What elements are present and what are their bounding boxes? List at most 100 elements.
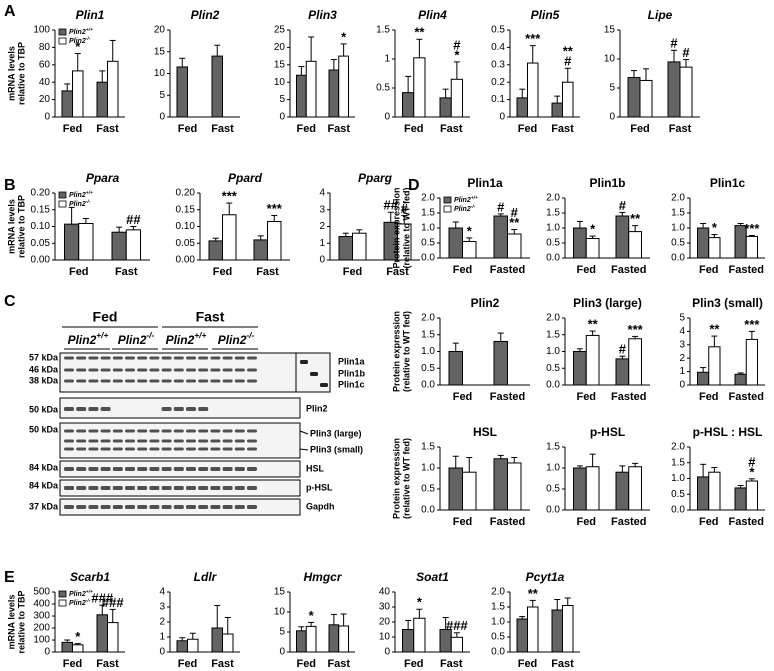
x-tick-label: Fed — [404, 658, 424, 670]
blot-band — [137, 368, 148, 372]
bar — [745, 235, 758, 259]
error-bar — [179, 637, 186, 641]
blot-band — [112, 447, 123, 451]
blot-band — [88, 447, 99, 451]
y-tick-label: 1.5 — [546, 208, 560, 219]
x-tick-label: Fed — [404, 123, 424, 135]
error-bar — [700, 367, 707, 373]
panel-label: C — [4, 293, 16, 310]
error-bar — [452, 221, 459, 228]
bar — [305, 625, 317, 653]
bar — [328, 624, 340, 653]
bar — [562, 81, 574, 118]
blot-band — [112, 356, 123, 360]
y-tick-label: 2.0 — [671, 442, 685, 453]
blot-band — [88, 486, 99, 490]
size-label: 84 kDa — [29, 480, 59, 490]
blot-band — [112, 486, 123, 490]
blot-band — [100, 407, 111, 411]
band-label: Plin1b — [338, 368, 366, 378]
y-tick-label: 0.5 — [491, 632, 505, 643]
error-bar — [99, 70, 106, 83]
name-base: Plin2 — [166, 333, 195, 347]
bar — [78, 222, 94, 261]
bar — [296, 630, 307, 653]
blot-band — [137, 447, 148, 451]
blot-band — [137, 429, 148, 433]
x-tick-label: Fasted — [490, 264, 525, 276]
error-bar — [401, 215, 408, 224]
blot-band — [64, 407, 74, 411]
blot-band — [222, 356, 233, 360]
blot-band — [198, 486, 209, 490]
bar — [667, 61, 681, 118]
y-tick-label: 2 — [679, 353, 685, 364]
x-tick-label: Fasted — [611, 264, 646, 276]
error-bar — [711, 335, 718, 347]
significance-mark: * — [75, 629, 81, 644]
bar — [338, 236, 353, 261]
blot-band — [112, 439, 123, 443]
x-tick-label: Fasted — [490, 516, 525, 528]
bar — [493, 215, 508, 259]
x-tick-label: Fed — [296, 123, 316, 135]
error-bar — [619, 211, 626, 216]
significance-mark: # — [748, 454, 756, 469]
y-tick-label: 2.0 — [546, 313, 560, 324]
error-bar — [671, 49, 677, 62]
blot-band — [64, 379, 74, 383]
bar — [708, 471, 721, 511]
error-bar — [632, 335, 639, 339]
y-tick-label: 1.0 — [546, 346, 560, 357]
blot-band — [64, 447, 74, 451]
x-tick-label: Fast — [327, 123, 350, 135]
blot-band — [137, 439, 148, 443]
blot-band — [173, 467, 184, 471]
blot-band — [137, 467, 148, 471]
error-bar — [466, 457, 473, 473]
bar — [187, 638, 199, 653]
y-tick-label: 2.0 — [421, 313, 435, 324]
legend-swatch — [58, 191, 67, 199]
error-bar — [576, 465, 583, 468]
blot-band — [222, 439, 233, 443]
significance-mark: * — [75, 39, 81, 54]
blot-band — [173, 368, 184, 372]
blot-band — [88, 429, 99, 433]
y-tick-label: 20 — [39, 94, 51, 105]
blot-band — [161, 429, 172, 433]
chart-title: Plin1c — [710, 176, 746, 190]
bar — [708, 346, 721, 386]
y-axis-label: mRNA levels — [6, 595, 16, 650]
blot-band — [125, 356, 135, 360]
significance-mark: * — [341, 29, 347, 44]
bar — [448, 467, 463, 511]
error-bar — [109, 39, 116, 62]
y-tick-label: 0 — [384, 112, 390, 123]
name-base: Plin2 — [69, 201, 86, 208]
x-tick-label: Fed — [63, 123, 83, 135]
y-tick-label: 1 — [679, 366, 685, 377]
blot-band — [161, 447, 172, 451]
blot-band — [76, 505, 87, 509]
error-bar — [497, 332, 504, 342]
y-axis-label: (relative to WT fed) — [401, 438, 411, 519]
size-label: 57 kDa — [29, 352, 59, 362]
bar — [402, 92, 415, 118]
y-tick-label: 1.5 — [421, 442, 435, 453]
bar — [413, 57, 426, 118]
error-bar — [511, 229, 518, 234]
error-bar — [632, 225, 639, 232]
blot-band — [210, 379, 221, 383]
error-bar — [214, 44, 221, 57]
significance-mark: ** — [509, 215, 520, 230]
x-tick-label: Fast — [96, 123, 119, 135]
y-tick-label: 0.5 — [421, 484, 435, 495]
y-tick-label: 2 — [159, 617, 165, 628]
y-tick-label: 1.0 — [421, 346, 435, 357]
bar — [211, 627, 223, 653]
blot-band — [88, 407, 99, 411]
significance-mark: * — [309, 608, 315, 623]
y-tick-label: 0.1 — [491, 94, 505, 105]
blot-band — [222, 447, 233, 451]
